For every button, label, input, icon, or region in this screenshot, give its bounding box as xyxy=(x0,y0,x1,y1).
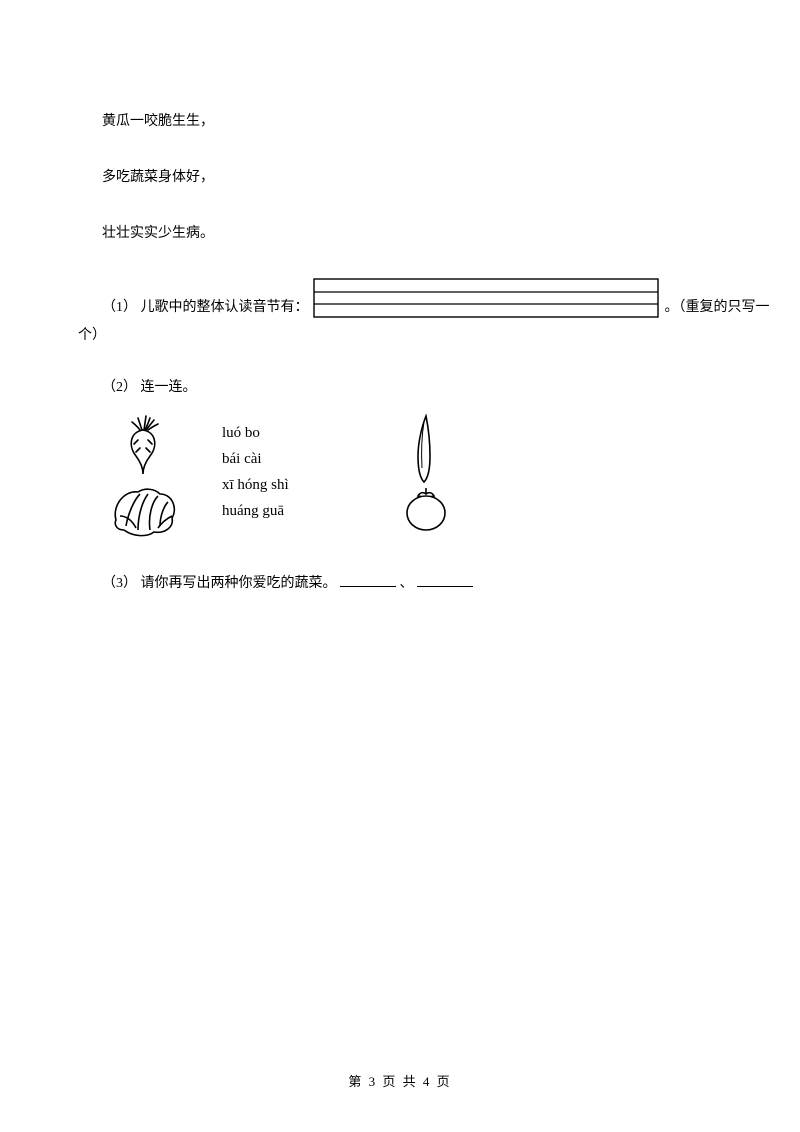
q3-sep: 、 xyxy=(400,576,414,591)
q3-prefix: （3） 请你再写出两种你爱吃的蔬菜。 xyxy=(102,576,337,591)
q1-after: 。（重复的只写一 xyxy=(665,296,770,318)
q2-label: （2） 连一连。 xyxy=(102,376,722,396)
poem-line-2: 多吃蔬菜身体好， xyxy=(102,166,722,186)
pinyin-xihongshi: xī hóng shì xyxy=(222,472,289,498)
poem-line-1: 黄瓜一咬脆生生， xyxy=(102,110,722,130)
pinyin-list: luó bo bái cài xī hóng shì huáng guā xyxy=(222,420,289,524)
q3-blank-2[interactable] xyxy=(417,573,473,587)
cucumber-icon xyxy=(412,414,436,484)
tomato-icon xyxy=(402,486,450,532)
pinyin-huanggua: huáng guā xyxy=(222,498,289,524)
pinyin-luobo: luó bo xyxy=(222,420,289,446)
pinyin-baicai: bái cài xyxy=(222,446,289,472)
q3-blank-1[interactable] xyxy=(340,573,396,587)
page-footer: 第 3 页 共 4 页 xyxy=(0,1071,800,1090)
writing-grid[interactable] xyxy=(313,278,659,318)
q3-row: （3） 请你再写出两种你爱吃的蔬菜。 、 xyxy=(102,572,722,592)
radish-icon xyxy=(118,414,168,476)
cabbage-icon xyxy=(110,486,178,538)
matching-area[interactable]: luó bo bái cài xī hóng shì huáng guā xyxy=(102,414,722,544)
poem-line-3: 壮壮实实少生病。 xyxy=(102,222,722,242)
q1-label: （1） 儿歌中的整体认读音节有： xyxy=(102,296,309,318)
q1-tail: 个） xyxy=(78,324,722,344)
